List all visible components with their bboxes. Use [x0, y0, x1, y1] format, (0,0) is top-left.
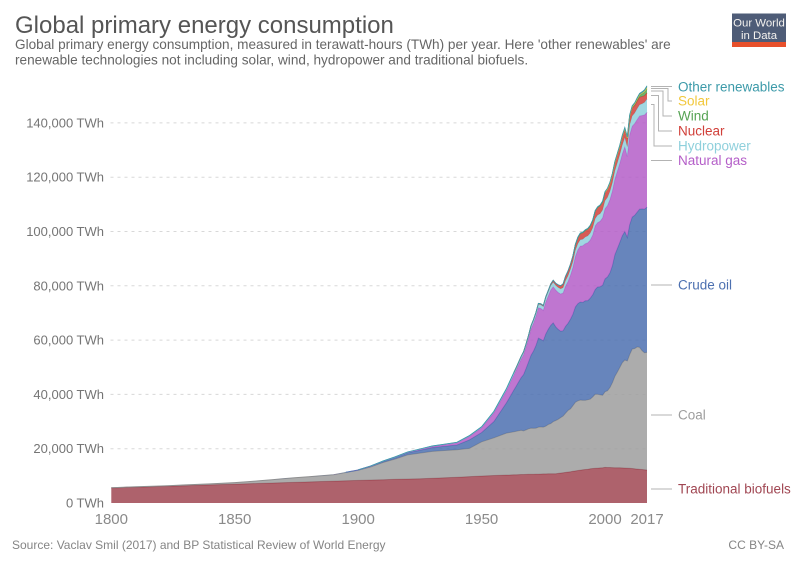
svg-text:100,000 TWh: 100,000 TWh: [26, 224, 104, 239]
svg-text:in Data: in Data: [741, 30, 778, 42]
svg-text:1850: 1850: [218, 511, 251, 528]
svg-text:1800: 1800: [95, 511, 128, 528]
svg-text:80,000 TWh: 80,000 TWh: [33, 278, 104, 293]
svg-text:2017: 2017: [630, 511, 663, 528]
svg-text:1950: 1950: [465, 511, 498, 528]
svg-text:Traditional biofuels: Traditional biofuels: [678, 482, 791, 497]
svg-text:Global primary energy consumpt: Global primary energy consumption: [15, 12, 394, 39]
svg-text:Our World: Our World: [733, 18, 785, 30]
svg-text:Hydropower: Hydropower: [678, 139, 751, 154]
svg-text:Crude oil: Crude oil: [678, 278, 732, 293]
svg-text:0 TWh: 0 TWh: [66, 496, 104, 511]
svg-text:Source: Vaclav Smil (2017) and: Source: Vaclav Smil (2017) and BP Statis…: [12, 538, 386, 552]
svg-text:CC BY-SA: CC BY-SA: [728, 538, 784, 552]
svg-text:40,000 TWh: 40,000 TWh: [33, 387, 104, 402]
svg-text:Coal: Coal: [678, 408, 706, 423]
svg-text:1900: 1900: [342, 511, 375, 528]
svg-text:Natural gas: Natural gas: [678, 153, 747, 168]
svg-text:Global primary energy consumpt: Global primary energy consumption, measu…: [15, 37, 671, 52]
svg-text:Other renewables: Other renewables: [678, 80, 785, 95]
svg-text:140,000 TWh: 140,000 TWh: [26, 115, 104, 130]
svg-text:20,000 TWh: 20,000 TWh: [33, 441, 104, 456]
svg-text:120,000 TWh: 120,000 TWh: [26, 170, 104, 185]
svg-text:Nuclear: Nuclear: [678, 124, 725, 139]
svg-text:60,000 TWh: 60,000 TWh: [33, 333, 104, 348]
svg-text:renewable technologies not inc: renewable technologies not including sol…: [15, 53, 528, 68]
svg-text:Wind: Wind: [678, 109, 709, 124]
svg-text:Solar: Solar: [678, 94, 710, 109]
svg-text:2000: 2000: [588, 511, 621, 528]
